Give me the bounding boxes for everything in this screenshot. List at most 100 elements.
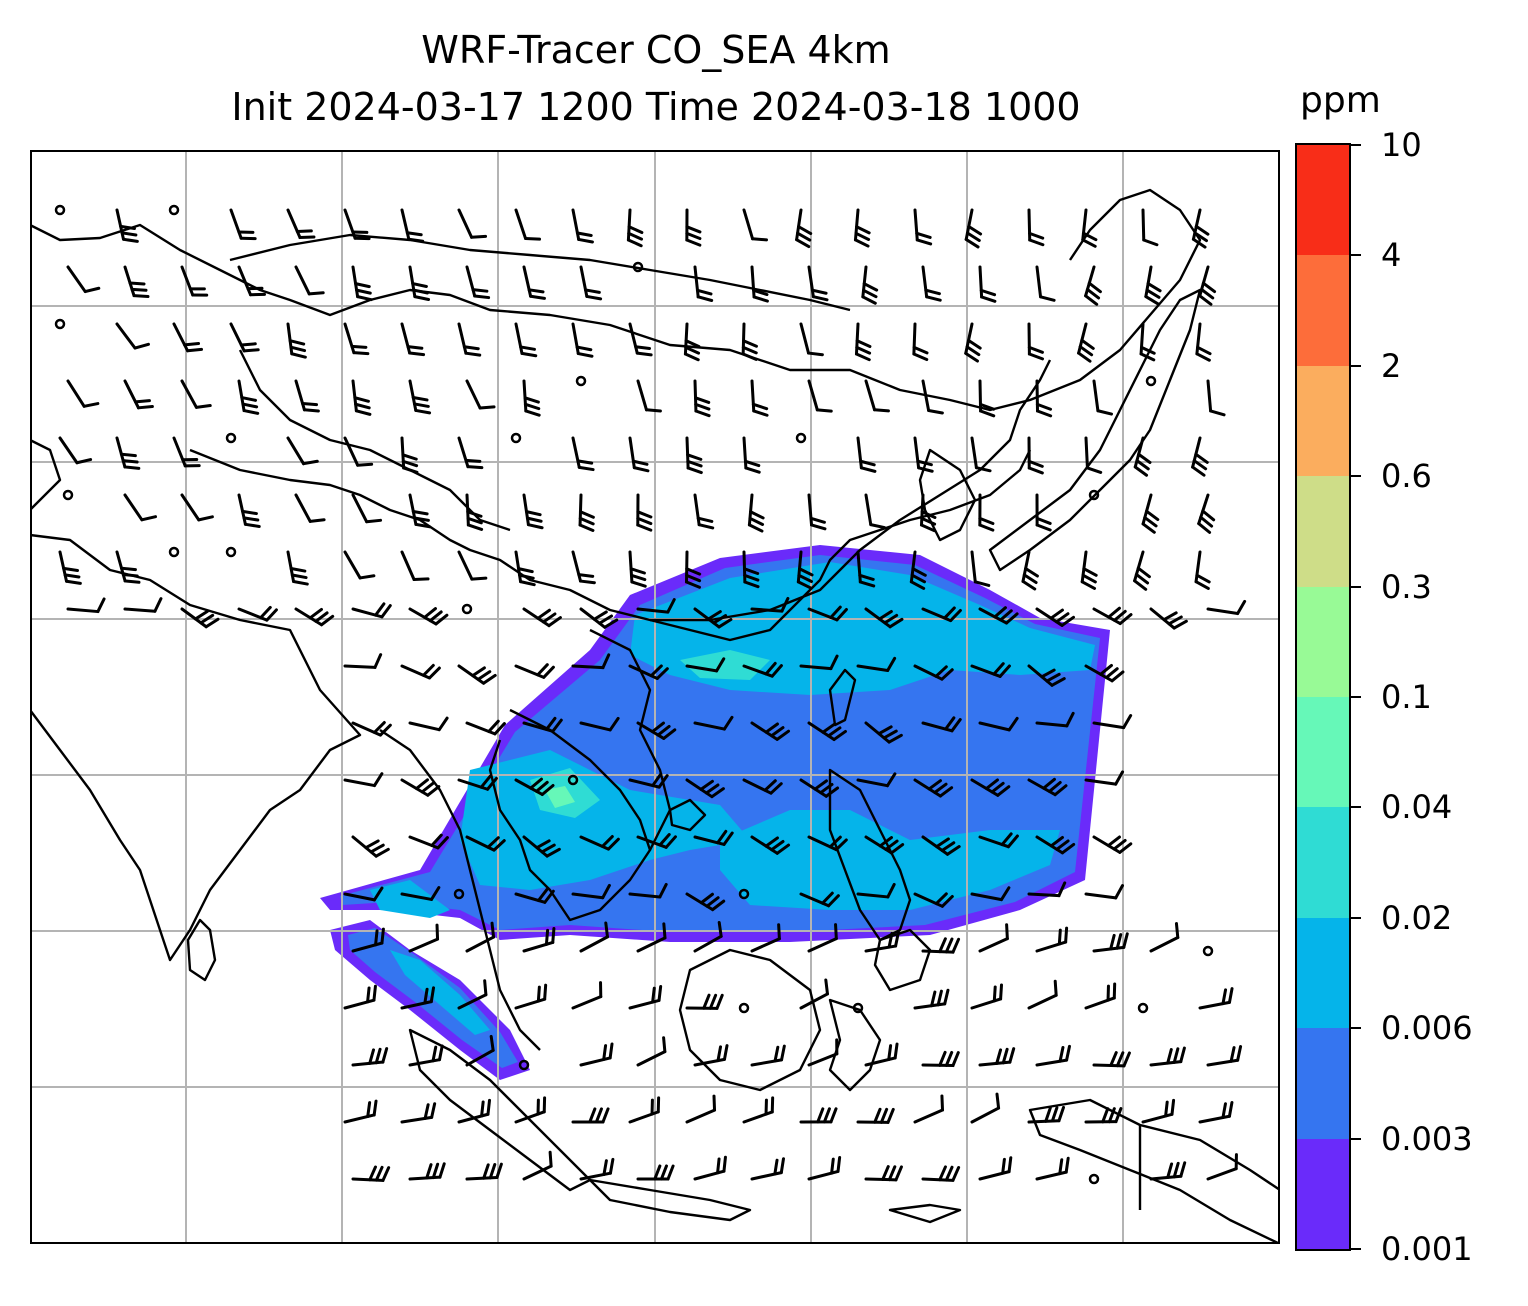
java-coastline xyxy=(588,1178,752,1222)
colorbar-segment xyxy=(1297,1028,1349,1139)
wind-barb xyxy=(1027,777,1068,797)
wind-barb xyxy=(1198,987,1234,1010)
wind-barb xyxy=(115,550,141,584)
map-plot-area[interactable] xyxy=(30,150,1280,1244)
wind-barb xyxy=(457,664,497,685)
wind-barb xyxy=(408,833,449,850)
wind-barb xyxy=(799,322,824,357)
wind-barb xyxy=(343,984,377,1010)
wind-barb xyxy=(286,436,319,466)
calm-wind-circle xyxy=(575,375,587,387)
wind-barb xyxy=(685,436,703,475)
wind-barb xyxy=(685,892,726,912)
wind-barb xyxy=(864,930,900,953)
wind-barb xyxy=(400,322,426,357)
wind-barb xyxy=(172,436,201,468)
wind-barb xyxy=(628,1096,661,1124)
wind-barb xyxy=(913,436,934,473)
wind-barb xyxy=(237,265,266,297)
wind-barb xyxy=(1081,208,1098,248)
calm-wind-circle xyxy=(852,1002,864,1014)
wind-barb xyxy=(58,436,93,465)
wind-barb xyxy=(856,772,897,788)
wind-barb xyxy=(1084,436,1103,474)
calm-wind-circle xyxy=(168,204,180,216)
wind-barb xyxy=(514,322,538,358)
wind-barb xyxy=(807,721,847,742)
wind-barb xyxy=(970,778,1011,797)
wind-barb xyxy=(571,322,594,358)
wind-barb xyxy=(750,923,781,953)
calm-wind-circle xyxy=(518,1059,530,1071)
wind-barb xyxy=(522,1150,553,1181)
wind-barb xyxy=(1084,663,1125,683)
wind-barb xyxy=(571,436,595,472)
wind-barb xyxy=(115,208,139,243)
wind-barb xyxy=(1206,1045,1243,1067)
wind-barb xyxy=(343,550,376,580)
wind-barb xyxy=(465,1162,503,1181)
wind-barb xyxy=(799,778,840,798)
wind-barb xyxy=(1084,770,1125,786)
wind-barb xyxy=(457,979,488,1010)
calm-wind-circle xyxy=(453,888,465,900)
colorbar-unit-label: ppm xyxy=(1300,80,1381,121)
wind-barb xyxy=(685,208,702,247)
wind-barb xyxy=(1084,1107,1123,1124)
wind-barb xyxy=(579,265,603,301)
wind-barb xyxy=(571,981,603,1010)
wind-barb xyxy=(750,1157,785,1181)
calm-wind-circle xyxy=(1088,489,1100,501)
plume-high-layer xyxy=(680,650,770,680)
wind-barb xyxy=(1027,664,1066,687)
colorbar-tick xyxy=(1351,254,1361,257)
wind-barb xyxy=(351,835,390,858)
wind-barb xyxy=(693,265,714,303)
philippines-coastline xyxy=(828,768,912,942)
wind-barb xyxy=(1092,835,1133,854)
wind-barb xyxy=(571,208,594,244)
wind-barb xyxy=(1198,1101,1234,1124)
wind-barb xyxy=(750,379,769,417)
wind-barb xyxy=(522,493,544,530)
wind-barb xyxy=(742,208,768,242)
wind-barb xyxy=(514,663,555,679)
wind-barb xyxy=(970,983,1003,1010)
wind-barb xyxy=(351,265,373,302)
wind-barb xyxy=(408,1162,446,1181)
indochina-coastline xyxy=(488,708,652,922)
wind-barb xyxy=(970,886,1011,902)
wind-barb xyxy=(579,921,609,953)
wind-barb xyxy=(750,1044,786,1067)
colorbar-segment xyxy=(1297,365,1349,477)
wind-barb xyxy=(579,1157,615,1181)
wind-barb xyxy=(400,208,425,243)
central-asia-borders xyxy=(30,188,1202,412)
wind-barb xyxy=(1035,835,1076,855)
wind-barb xyxy=(1035,379,1053,418)
wind-barb xyxy=(1092,714,1133,730)
wind-barb xyxy=(1206,379,1226,417)
wind-barb xyxy=(514,550,536,587)
plume-mid-layer xyxy=(390,950,490,1035)
wind-barb xyxy=(693,379,711,418)
myanmar-coastline xyxy=(379,729,541,1051)
wind-barb xyxy=(864,379,890,413)
colorbar-tick xyxy=(1351,696,1361,698)
wind-barb xyxy=(1080,550,1098,590)
wind-barb xyxy=(807,265,829,302)
wind-barb xyxy=(123,597,163,613)
wind-barb xyxy=(921,716,962,733)
wind-barb xyxy=(978,923,1009,953)
wind-barb xyxy=(1092,606,1133,626)
wind-barb xyxy=(921,606,962,623)
wind-barb xyxy=(465,835,506,852)
wind-barb xyxy=(1149,1161,1187,1181)
wind-barb xyxy=(636,1164,675,1181)
wind-barb xyxy=(693,829,734,846)
wind-barb xyxy=(978,493,995,532)
wind-barb xyxy=(115,322,150,350)
wind-barb xyxy=(685,1094,717,1124)
wind-barb xyxy=(1092,379,1114,416)
wind-barb xyxy=(750,835,791,855)
